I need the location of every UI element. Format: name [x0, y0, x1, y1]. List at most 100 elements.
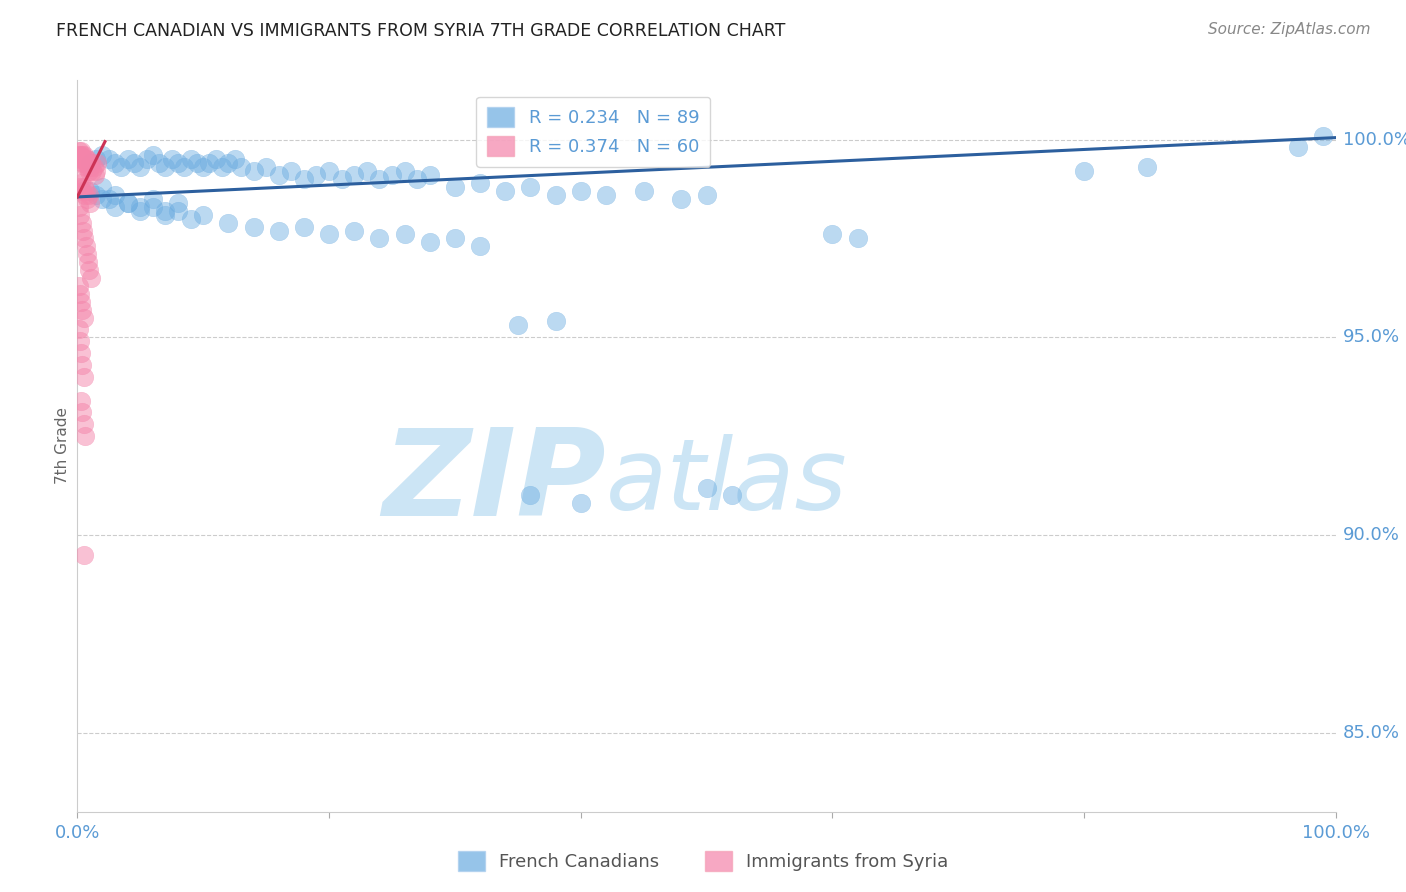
Point: [224, 153, 246, 167]
Point: [198, 156, 221, 170]
Point: [79, 195, 101, 210]
Point: [67, 200, 90, 214]
Point: [84, 164, 107, 178]
Point: [569, 496, 592, 510]
Point: [217, 156, 239, 170]
Point: [468, 176, 491, 190]
Point: [67, 148, 90, 162]
Text: FRENCH CANADIAN VS IMMIGRANTS FROM SYRIA 7TH GRADE CORRELATION CHART: FRENCH CANADIAN VS IMMIGRANTS FROM SYRIA…: [56, 22, 786, 40]
Point: [167, 203, 190, 218]
Point: [97, 153, 120, 167]
Legend: French Canadians, Immigrants from Syria: French Canadians, Immigrants from Syria: [450, 844, 956, 879]
Point: [468, 239, 491, 253]
Point: [72, 369, 94, 384]
Point: [72, 548, 94, 562]
Point: [305, 168, 328, 182]
Point: [82, 164, 104, 178]
Point: [72, 302, 94, 317]
Point: [69, 180, 91, 194]
Point: [318, 164, 340, 178]
Point: [77, 161, 100, 175]
Point: [519, 488, 541, 502]
Point: [73, 429, 96, 443]
Point: [91, 180, 114, 194]
Point: [104, 200, 127, 214]
Point: [419, 235, 441, 250]
Text: 85.0%: 85.0%: [1343, 723, 1399, 741]
Point: [129, 200, 152, 214]
Point: [394, 227, 416, 242]
Point: [72, 223, 94, 237]
Point: [72, 148, 94, 162]
Point: [444, 231, 467, 245]
Point: [70, 216, 93, 230]
Point: [84, 168, 107, 182]
Text: Source: ZipAtlas.com: Source: ZipAtlas.com: [1208, 22, 1371, 37]
Point: [217, 216, 239, 230]
Point: [544, 314, 567, 328]
Point: [86, 156, 108, 170]
Point: [84, 188, 107, 202]
Point: [186, 156, 208, 170]
Point: [75, 184, 97, 198]
Point: [419, 168, 441, 182]
Point: [79, 164, 101, 178]
Point: [72, 184, 94, 198]
Point: [242, 219, 264, 234]
Point: [76, 153, 98, 167]
Point: [73, 148, 96, 162]
Point: [67, 172, 90, 186]
Point: [72, 156, 94, 170]
Point: [72, 310, 94, 325]
Point: [821, 227, 844, 242]
Point: [84, 153, 107, 167]
Text: 95.0%: 95.0%: [1343, 328, 1400, 346]
Point: [671, 192, 693, 206]
Point: [211, 161, 233, 175]
Point: [91, 148, 114, 162]
Point: [70, 176, 93, 190]
Point: [280, 164, 302, 178]
Text: ZIP: ZIP: [382, 424, 606, 541]
Point: [180, 211, 202, 226]
Point: [76, 156, 98, 170]
Point: [167, 195, 190, 210]
Point: [72, 405, 94, 419]
Point: [569, 184, 592, 198]
Point: [70, 294, 93, 309]
Point: [318, 227, 340, 242]
Point: [72, 417, 94, 432]
Y-axis label: 7th Grade: 7th Grade: [55, 408, 70, 484]
Point: [110, 161, 132, 175]
Point: [67, 322, 90, 336]
Point: [229, 161, 252, 175]
Point: [76, 247, 98, 261]
Point: [381, 168, 404, 182]
Point: [343, 168, 366, 182]
Point: [70, 145, 93, 159]
Point: [292, 219, 315, 234]
Point: [75, 239, 97, 253]
Point: [519, 180, 541, 194]
Point: [544, 188, 567, 202]
Point: [104, 156, 127, 170]
Point: [70, 346, 93, 360]
Point: [77, 188, 100, 202]
Point: [1286, 140, 1309, 154]
Point: [1136, 161, 1159, 175]
Point: [148, 156, 170, 170]
Point: [117, 195, 139, 210]
Point: [117, 153, 139, 167]
Text: 90.0%: 90.0%: [1343, 526, 1399, 544]
Point: [117, 195, 139, 210]
Point: [330, 172, 353, 186]
Point: [79, 263, 101, 277]
Point: [77, 255, 100, 269]
Point: [368, 172, 391, 186]
Point: [155, 208, 177, 222]
Point: [69, 148, 91, 162]
Point: [180, 153, 202, 167]
Point: [73, 156, 96, 170]
Point: [67, 278, 90, 293]
Point: [696, 481, 718, 495]
